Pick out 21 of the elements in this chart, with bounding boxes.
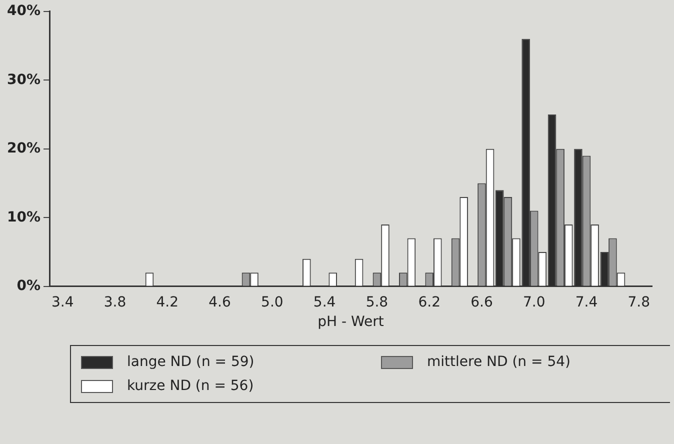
x-tick-label: 7.4	[575, 294, 598, 310]
x-tick-label: 5.4	[313, 294, 336, 310]
y-tick-label: 0%	[16, 278, 41, 294]
x-tick-label: 4.2	[156, 294, 179, 310]
x-axis-title: pH - Wert	[318, 314, 384, 330]
x-tick-label: 5.8	[366, 294, 388, 310]
x-tick-label: 3.4	[51, 294, 74, 310]
x-tick-label: 6.2	[418, 294, 440, 310]
legend-label: kurze ND (n = 56)	[127, 378, 254, 394]
x-tick-label: 6.6	[470, 294, 493, 310]
legend-label: lange ND (n = 59)	[127, 354, 254, 370]
y-tick-label: 40%	[6, 3, 41, 20]
x-tick-label: 7.0	[522, 294, 546, 310]
legend-label: mittlere ND (n = 54)	[427, 354, 570, 370]
y-tick-label: 30%	[6, 72, 41, 88]
x-tick-label: 4.6	[208, 294, 232, 310]
x-tick-label: 7.8	[628, 294, 650, 310]
x-tick-label: 3.8	[104, 294, 126, 310]
y-tick-label: 20%	[6, 140, 41, 157]
y-tick-label: 10%	[6, 209, 41, 226]
x-tick-label: 5.0	[261, 294, 284, 310]
